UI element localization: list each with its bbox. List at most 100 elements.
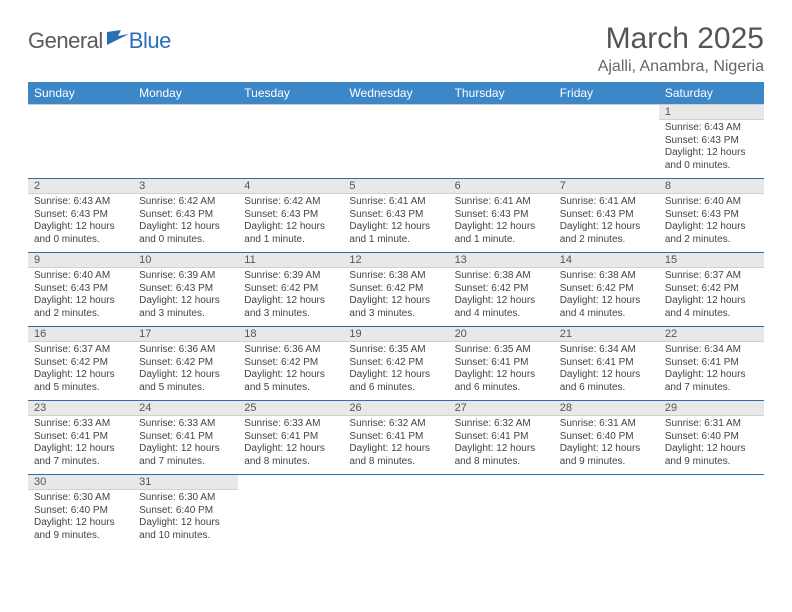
sunrise-line: Sunrise: 6:30 AM — [139, 492, 232, 505]
sunrise-line: Sunrise: 6:33 AM — [34, 418, 127, 431]
sunset-line: Sunset: 6:43 PM — [244, 209, 337, 222]
calendar-day-cell — [554, 475, 659, 549]
sunset-line: Sunset: 6:42 PM — [244, 283, 337, 296]
calendar-day-cell: 25Sunrise: 6:33 AMSunset: 6:41 PMDayligh… — [238, 401, 343, 475]
sunrise-line: Sunrise: 6:38 AM — [349, 270, 442, 283]
sunrise-line: Sunrise: 6:38 AM — [560, 270, 653, 283]
calendar-day-cell: 13Sunrise: 6:38 AMSunset: 6:42 PMDayligh… — [449, 253, 554, 327]
daylight-line: Daylight: 12 hours and 4 minutes. — [560, 295, 653, 320]
day-number: 10 — [133, 253, 238, 268]
day-number: 2 — [28, 179, 133, 194]
calendar-day-cell: 20Sunrise: 6:35 AMSunset: 6:41 PMDayligh… — [449, 327, 554, 401]
calendar-day-cell: 3Sunrise: 6:42 AMSunset: 6:43 PMDaylight… — [133, 179, 238, 253]
sunrise-line: Sunrise: 6:39 AM — [139, 270, 232, 283]
weekday-header: Tuesday — [238, 82, 343, 105]
sunrise-line: Sunrise: 6:40 AM — [34, 270, 127, 283]
day-details: Sunrise: 6:36 AMSunset: 6:42 PMDaylight:… — [133, 342, 238, 398]
day-details: Sunrise: 6:42 AMSunset: 6:43 PMDaylight:… — [238, 194, 343, 250]
weekday-header-row: SundayMondayTuesdayWednesdayThursdayFrid… — [28, 82, 764, 105]
calendar-day-cell — [238, 475, 343, 549]
daylight-line: Daylight: 12 hours and 4 minutes. — [455, 295, 548, 320]
day-details: Sunrise: 6:38 AMSunset: 6:42 PMDaylight:… — [449, 268, 554, 324]
calendar-day-cell: 28Sunrise: 6:31 AMSunset: 6:40 PMDayligh… — [554, 401, 659, 475]
calendar-day-cell: 21Sunrise: 6:34 AMSunset: 6:41 PMDayligh… — [554, 327, 659, 401]
sunrise-line: Sunrise: 6:36 AM — [244, 344, 337, 357]
sunrise-line: Sunrise: 6:42 AM — [244, 196, 337, 209]
calendar-day-cell: 1Sunrise: 6:43 AMSunset: 6:43 PMDaylight… — [659, 105, 764, 179]
sunset-line: Sunset: 6:41 PM — [455, 357, 548, 370]
sunset-line: Sunset: 6:43 PM — [34, 209, 127, 222]
day-number: 9 — [28, 253, 133, 268]
day-number: 11 — [238, 253, 343, 268]
sunrise-line: Sunrise: 6:36 AM — [139, 344, 232, 357]
day-details: Sunrise: 6:41 AMSunset: 6:43 PMDaylight:… — [449, 194, 554, 250]
day-details: Sunrise: 6:34 AMSunset: 6:41 PMDaylight:… — [659, 342, 764, 398]
sunrise-line: Sunrise: 6:37 AM — [34, 344, 127, 357]
day-number: 8 — [659, 179, 764, 194]
day-number: 30 — [28, 475, 133, 490]
calendar-day-cell: 27Sunrise: 6:32 AMSunset: 6:41 PMDayligh… — [449, 401, 554, 475]
daylight-line: Daylight: 12 hours and 1 minute. — [455, 221, 548, 246]
sunrise-line: Sunrise: 6:40 AM — [665, 196, 758, 209]
sunrise-line: Sunrise: 6:39 AM — [244, 270, 337, 283]
sunset-line: Sunset: 6:40 PM — [34, 505, 127, 518]
day-number: 5 — [343, 179, 448, 194]
calendar-day-cell: 11Sunrise: 6:39 AMSunset: 6:42 PMDayligh… — [238, 253, 343, 327]
day-number: 14 — [554, 253, 659, 268]
daylight-line: Daylight: 12 hours and 2 minutes. — [560, 221, 653, 246]
daylight-line: Daylight: 12 hours and 5 minutes. — [139, 369, 232, 394]
day-number: 15 — [659, 253, 764, 268]
daylight-line: Daylight: 12 hours and 3 minutes. — [139, 295, 232, 320]
calendar-day-cell: 8Sunrise: 6:40 AMSunset: 6:43 PMDaylight… — [659, 179, 764, 253]
calendar-week-row: 9Sunrise: 6:40 AMSunset: 6:43 PMDaylight… — [28, 253, 764, 327]
sunset-line: Sunset: 6:41 PM — [139, 431, 232, 444]
sunrise-line: Sunrise: 6:41 AM — [349, 196, 442, 209]
day-details: Sunrise: 6:38 AMSunset: 6:42 PMDaylight:… — [554, 268, 659, 324]
calendar-day-cell — [343, 105, 448, 179]
daylight-line: Daylight: 12 hours and 2 minutes. — [665, 221, 758, 246]
calendar-day-cell: 19Sunrise: 6:35 AMSunset: 6:42 PMDayligh… — [343, 327, 448, 401]
sunrise-line: Sunrise: 6:34 AM — [560, 344, 653, 357]
sunrise-line: Sunrise: 6:43 AM — [34, 196, 127, 209]
calendar-day-cell: 29Sunrise: 6:31 AMSunset: 6:40 PMDayligh… — [659, 401, 764, 475]
day-number: 25 — [238, 401, 343, 416]
sunrise-line: Sunrise: 6:31 AM — [665, 418, 758, 431]
day-number: 12 — [343, 253, 448, 268]
calendar-day-cell: 4Sunrise: 6:42 AMSunset: 6:43 PMDaylight… — [238, 179, 343, 253]
calendar-day-cell: 10Sunrise: 6:39 AMSunset: 6:43 PMDayligh… — [133, 253, 238, 327]
sunset-line: Sunset: 6:42 PM — [665, 283, 758, 296]
sunrise-line: Sunrise: 6:37 AM — [665, 270, 758, 283]
calendar-day-cell: 17Sunrise: 6:36 AMSunset: 6:42 PMDayligh… — [133, 327, 238, 401]
day-number: 31 — [133, 475, 238, 490]
day-number: 20 — [449, 327, 554, 342]
calendar-week-row: 1Sunrise: 6:43 AMSunset: 6:43 PMDaylight… — [28, 105, 764, 179]
calendar-day-cell — [28, 105, 133, 179]
sunset-line: Sunset: 6:43 PM — [665, 209, 758, 222]
sunset-line: Sunset: 6:41 PM — [455, 431, 548, 444]
sunset-line: Sunset: 6:43 PM — [455, 209, 548, 222]
sunrise-line: Sunrise: 6:34 AM — [665, 344, 758, 357]
day-number: 27 — [449, 401, 554, 416]
calendar-day-cell: 6Sunrise: 6:41 AMSunset: 6:43 PMDaylight… — [449, 179, 554, 253]
day-details: Sunrise: 6:31 AMSunset: 6:40 PMDaylight:… — [659, 416, 764, 472]
sunset-line: Sunset: 6:42 PM — [34, 357, 127, 370]
calendar-day-cell: 15Sunrise: 6:37 AMSunset: 6:42 PMDayligh… — [659, 253, 764, 327]
calendar-day-cell: 30Sunrise: 6:30 AMSunset: 6:40 PMDayligh… — [28, 475, 133, 549]
day-number: 21 — [554, 327, 659, 342]
sunset-line: Sunset: 6:42 PM — [139, 357, 232, 370]
sunset-line: Sunset: 6:40 PM — [139, 505, 232, 518]
day-details: Sunrise: 6:40 AMSunset: 6:43 PMDaylight:… — [659, 194, 764, 250]
sunrise-line: Sunrise: 6:32 AM — [349, 418, 442, 431]
calendar-day-cell — [449, 105, 554, 179]
calendar-week-row: 2Sunrise: 6:43 AMSunset: 6:43 PMDaylight… — [28, 179, 764, 253]
day-number: 1 — [659, 105, 764, 120]
sunset-line: Sunset: 6:42 PM — [560, 283, 653, 296]
day-details: Sunrise: 6:37 AMSunset: 6:42 PMDaylight:… — [28, 342, 133, 398]
day-details: Sunrise: 6:41 AMSunset: 6:43 PMDaylight:… — [343, 194, 448, 250]
sunrise-line: Sunrise: 6:42 AM — [139, 196, 232, 209]
calendar-day-cell: 24Sunrise: 6:33 AMSunset: 6:41 PMDayligh… — [133, 401, 238, 475]
day-details: Sunrise: 6:30 AMSunset: 6:40 PMDaylight:… — [133, 490, 238, 546]
sunset-line: Sunset: 6:41 PM — [34, 431, 127, 444]
sunrise-line: Sunrise: 6:31 AM — [560, 418, 653, 431]
logo: General Blue — [28, 28, 171, 54]
